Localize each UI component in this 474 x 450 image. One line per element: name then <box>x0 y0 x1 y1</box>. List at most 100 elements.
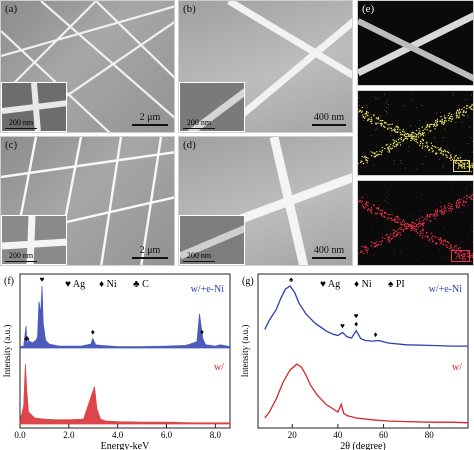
map-noise-dot <box>465 99 467 100</box>
map-dot <box>406 135 408 138</box>
map-dot <box>387 147 389 149</box>
peak-marker: ♥ <box>40 275 45 284</box>
map-dot <box>389 213 391 216</box>
map-dot <box>403 228 405 230</box>
map-dot <box>397 217 400 219</box>
map-noise-dot <box>439 202 441 204</box>
map-dot <box>396 215 398 217</box>
x-tick-label: 6.0 <box>161 430 173 440</box>
map-dot <box>372 242 374 244</box>
map-dot <box>383 215 385 217</box>
map-dot <box>377 118 380 120</box>
map-noise-dot <box>370 225 372 227</box>
map-dot <box>446 246 448 249</box>
map-dot <box>399 144 402 146</box>
map-dot <box>443 211 446 213</box>
map-dot <box>431 151 434 153</box>
map-dot <box>384 216 386 219</box>
map-dot <box>364 206 367 208</box>
map-dot <box>465 105 468 107</box>
map-dot <box>443 115 446 117</box>
map-dot <box>458 108 461 110</box>
map-dot <box>414 223 416 225</box>
map-noise-dot <box>436 113 437 115</box>
map-dot <box>466 162 468 164</box>
map-dot <box>367 119 369 122</box>
map-noise-dot <box>422 163 424 165</box>
map-dot <box>429 213 431 216</box>
map-dot <box>470 106 472 108</box>
map-dot <box>469 256 472 258</box>
map-dot <box>362 162 365 165</box>
map-dot <box>460 164 463 166</box>
map-dot <box>449 117 452 120</box>
map-noise-dot <box>452 94 454 96</box>
sem-panel-d: (d) 200 nm 400 nm <box>178 136 353 266</box>
map-dot <box>455 112 458 115</box>
map-noise-dot <box>390 224 392 226</box>
map-dot <box>452 158 454 161</box>
map-noise-dot <box>455 121 457 123</box>
eds-map-ni: Ni <box>357 90 474 176</box>
map-noise-dot <box>366 194 368 196</box>
map-dot <box>470 108 472 110</box>
map-dot <box>441 240 443 243</box>
map-dot <box>422 135 424 137</box>
map-dot <box>471 103 473 106</box>
map-dot <box>445 244 447 246</box>
map-dot <box>446 241 449 243</box>
map-dot <box>403 131 405 133</box>
map-dot <box>385 122 387 124</box>
map-dot <box>396 143 399 146</box>
map-dot <box>471 163 473 165</box>
map-dot <box>366 250 369 252</box>
map-dot <box>397 127 400 129</box>
map-dot <box>391 147 394 149</box>
map-dot <box>412 225 414 227</box>
map-dot <box>463 106 465 109</box>
map-dot <box>430 147 432 149</box>
map-dot <box>449 115 451 118</box>
map-noise-dot <box>411 188 413 190</box>
map-dot <box>436 120 438 122</box>
map-dot <box>399 221 401 224</box>
map-dot <box>470 261 472 263</box>
map-noise-dot <box>410 215 412 216</box>
map-dot <box>389 235 391 237</box>
map-dot <box>374 245 377 248</box>
map-noise-dot <box>377 188 379 190</box>
map-dot <box>370 151 372 153</box>
map-dot <box>361 110 363 112</box>
map-dot <box>416 138 418 141</box>
map-dot <box>371 208 373 210</box>
map-dot <box>406 228 409 230</box>
map-dot <box>451 113 453 116</box>
map-dot <box>361 200 363 202</box>
map-dot <box>408 135 411 138</box>
map-dot <box>463 115 465 117</box>
map-noise-dot <box>465 189 467 190</box>
map-noise-dot <box>423 128 425 130</box>
map-dot <box>376 118 378 120</box>
map-noise-dot <box>423 218 425 220</box>
map-dot <box>367 112 369 114</box>
map-noise-dot <box>425 156 427 157</box>
map-noise-dot <box>404 257 406 259</box>
map-dot <box>437 237 439 239</box>
map-dot <box>410 230 412 232</box>
map-dot <box>471 253 473 255</box>
map-dot <box>454 245 456 247</box>
map-noise-dot <box>374 219 376 221</box>
map-dot <box>419 140 422 143</box>
map-dot <box>419 233 422 235</box>
peak-marker: ♥ <box>340 321 345 330</box>
map-dot <box>362 252 365 255</box>
map-dot <box>440 239 443 241</box>
map-dot <box>461 198 463 200</box>
inset-c: 200 nm <box>1 215 67 265</box>
map-dot <box>385 144 387 146</box>
peak-marker: ♦ <box>91 328 95 337</box>
map-dot <box>365 159 367 161</box>
map-noise-dot <box>411 91 413 92</box>
map-dot <box>465 111 467 113</box>
